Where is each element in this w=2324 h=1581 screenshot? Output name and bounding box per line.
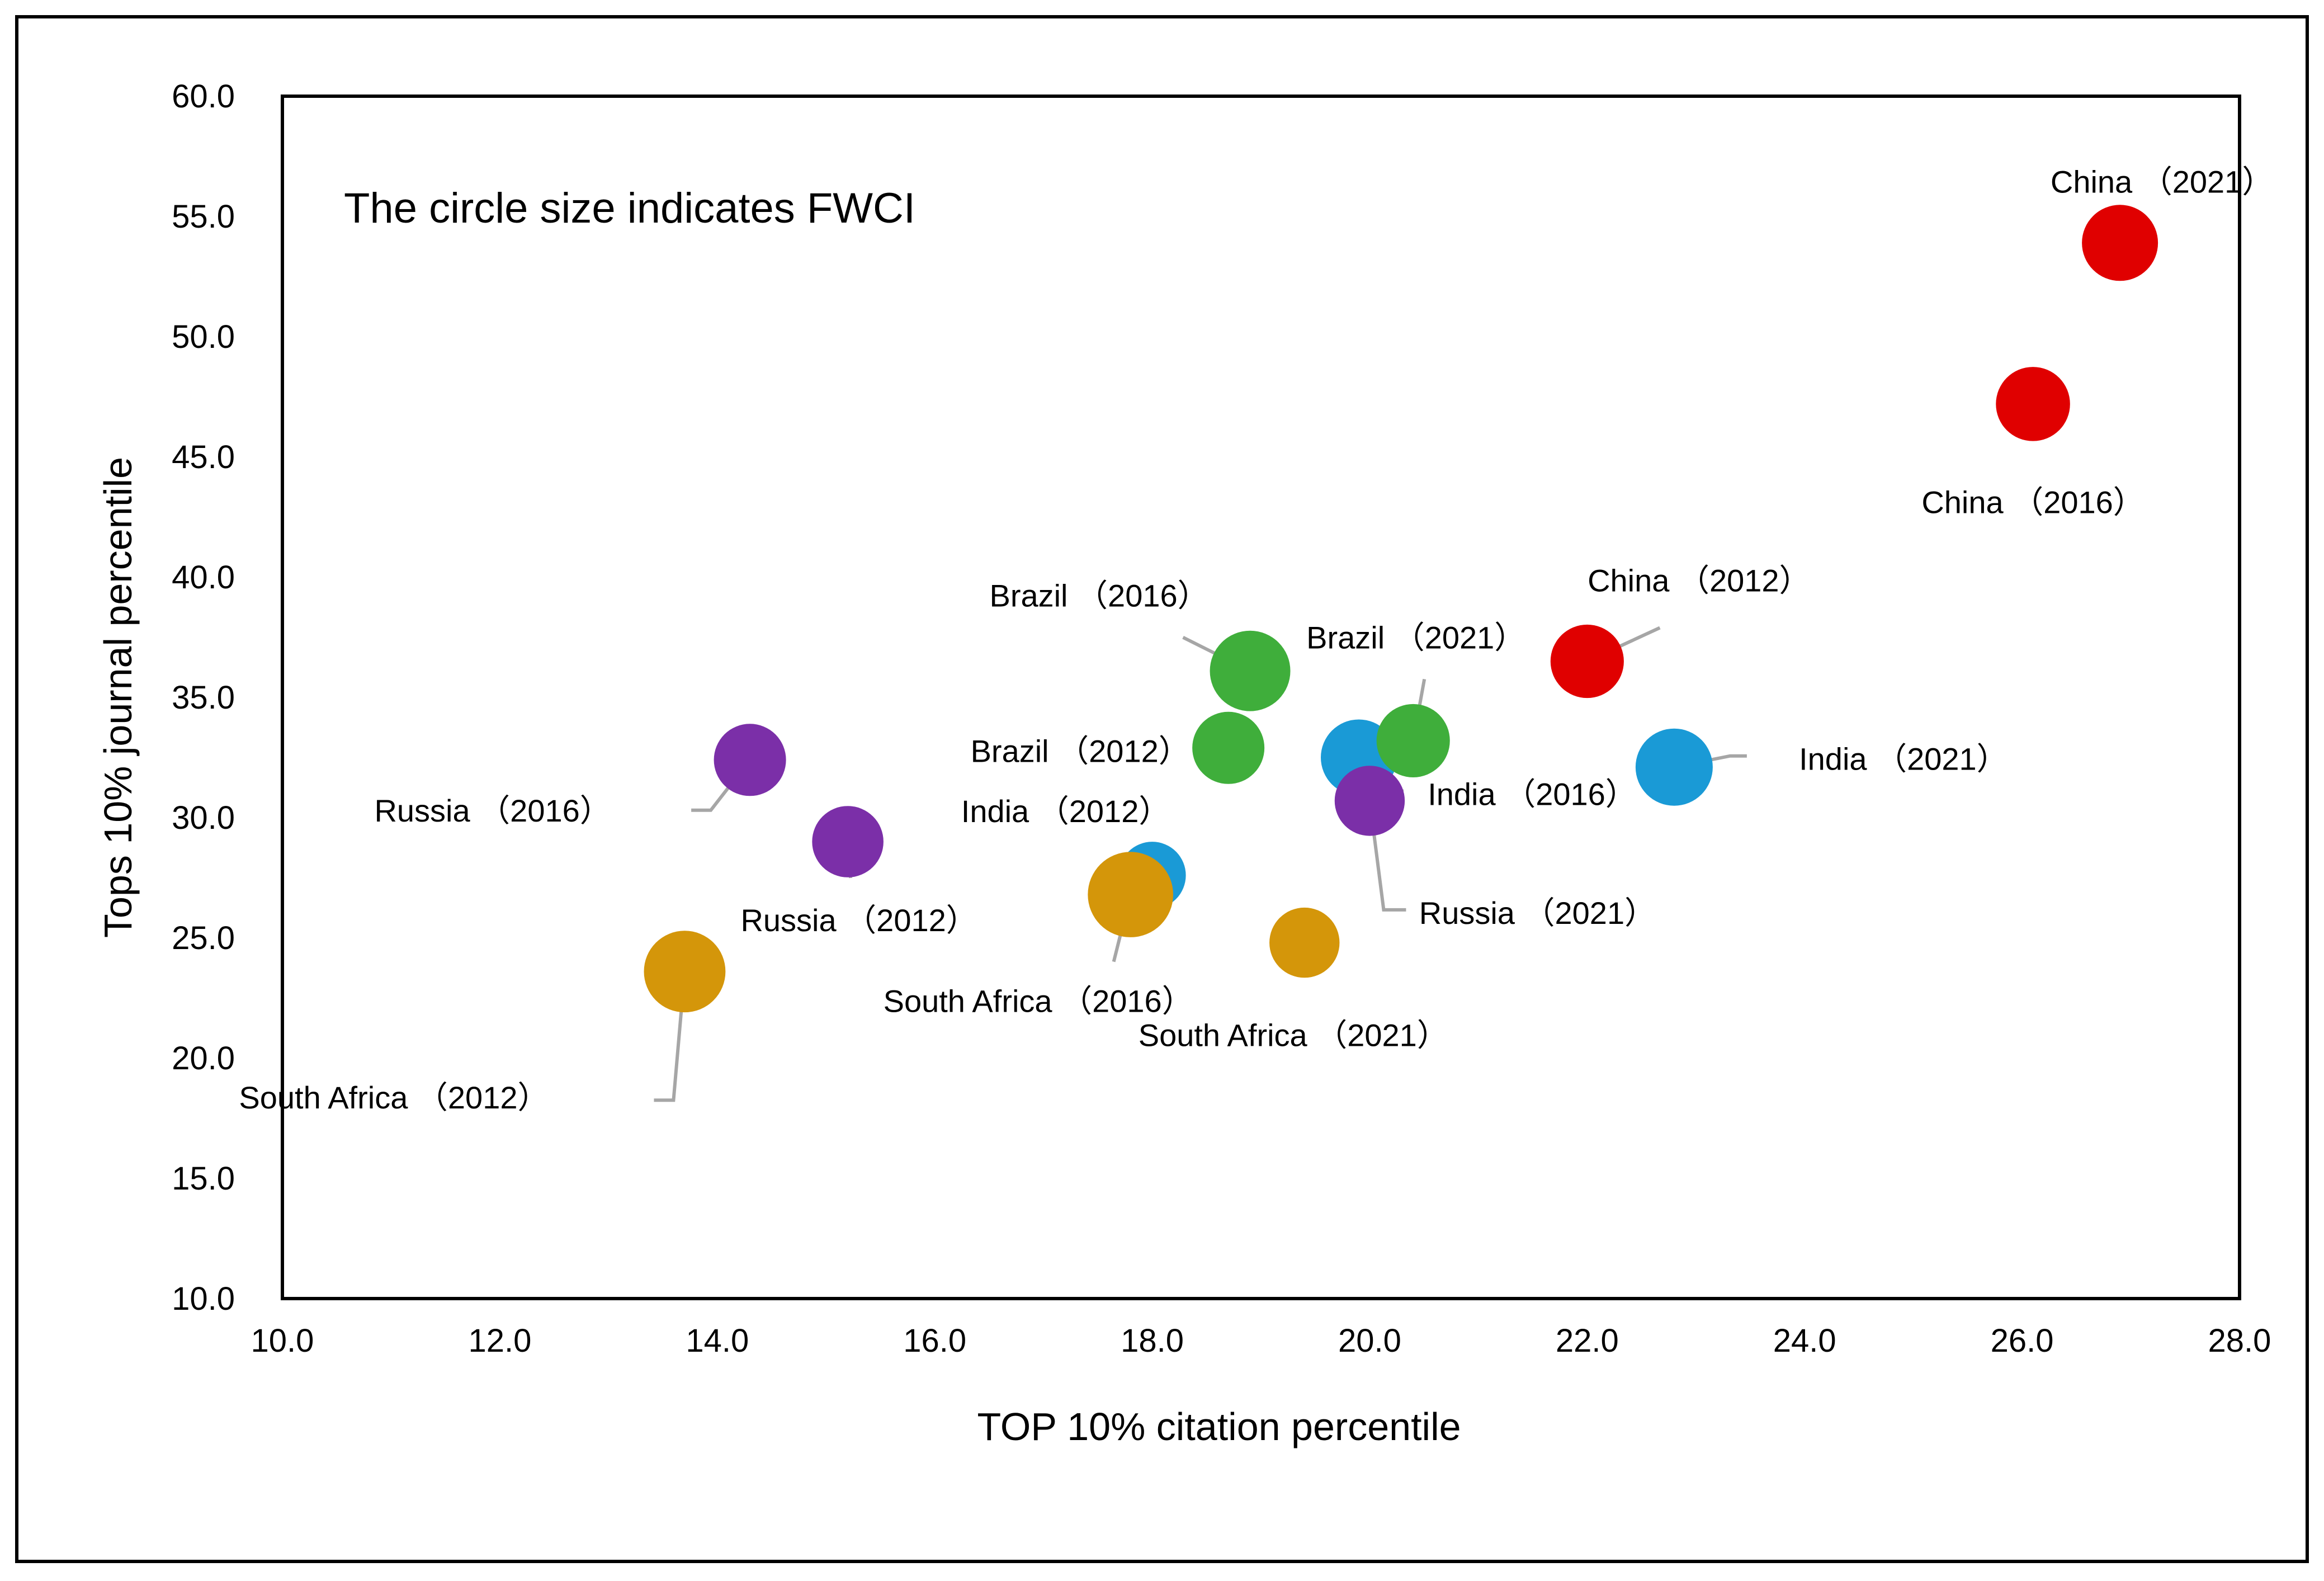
bubble-russia-2016[interactable] (714, 724, 786, 796)
point-label-layer: China （2012） China （2016） China （2021） Indi… (239, 164, 2273, 1115)
x-tick-label: 16.0 (903, 1323, 966, 1359)
leader-line-south-africa-2012 (654, 971, 687, 1102)
x-tick-label: 28.0 (2208, 1323, 2271, 1359)
plot-area (281, 95, 2241, 1300)
point-label-india-2021: India （2021） (1799, 742, 2008, 777)
bubble-south-africa-2016[interactable] (1088, 852, 1173, 937)
x-tick-label: 24.0 (1773, 1323, 1836, 1359)
bubble-south-africa-2012[interactable] (644, 931, 726, 1013)
point-label-russia-2012: Russia （2012） (740, 903, 977, 938)
fwci-size-note: The circle size indicates FWCI (344, 185, 915, 232)
point-label-south-africa-2016: South Africa （2016） (884, 984, 1193, 1019)
bubble-russia-2012[interactable] (812, 806, 884, 877)
point-label-russia-2016: Russia （2016） (374, 793, 611, 828)
y-tick-label: 40.0 (172, 559, 235, 596)
y-tick-label: 10.0 (172, 1281, 235, 1317)
bubble-brazil-2016[interactable] (1210, 630, 1291, 711)
bubble-china-2016[interactable] (1996, 367, 2070, 441)
point-label-brazil-2016: Brazil （2016） (989, 578, 1208, 613)
bubble-south-africa-2021[interactable] (1269, 907, 1340, 978)
y-tick-label: 50.0 (172, 319, 235, 355)
bubble-brazil-2012[interactable] (1192, 711, 1265, 784)
bubble-india-2021[interactable] (1635, 728, 1713, 806)
y-tick-label: 30.0 (172, 800, 235, 836)
x-axis-ticks: 10.0 12.0 14.0 16.0 18.0 20.0 22.0 24.0 26.0 28.0 (251, 1323, 2271, 1359)
x-tick-label: 20.0 (1338, 1323, 1401, 1359)
x-tick-label: 18.0 (1121, 1323, 1184, 1359)
point-label-china-2016: China （2016） (1921, 484, 2144, 520)
bubble-russia-2021[interactable] (1334, 766, 1405, 836)
x-axis-title: TOP 10% citation percentile (977, 1405, 1461, 1448)
point-label-china-2021: China （2021） (2051, 164, 2273, 199)
x-tick-label: 14.0 (686, 1323, 749, 1359)
y-tick-label: 35.0 (172, 679, 235, 716)
y-tick-label: 25.0 (172, 920, 235, 956)
y-tick-label: 20.0 (172, 1040, 235, 1077)
y-tick-label: 60.0 (172, 78, 235, 115)
point-label-india-2012: India （2012） (961, 794, 1170, 829)
x-tick-label: 12.0 (468, 1323, 531, 1359)
bubble-layer (644, 205, 2158, 1013)
bubble-china-2021[interactable] (2082, 205, 2158, 281)
y-axis-ticks: 10.0 15.0 20.0 25.0 30.0 35.0 40.0 45.0 50.0 55.0… (172, 78, 235, 1317)
x-tick-label: 10.0 (251, 1323, 314, 1359)
point-label-brazil-2012: Brazil （2012） (971, 733, 1190, 768)
point-label-south-africa-2012: South Africa （2012） (239, 1080, 549, 1115)
y-axis-title: Tops 10% journal percentile (96, 457, 140, 938)
point-label-russia-2021: Russia （2021） (1419, 895, 1656, 931)
outer-frame (15, 15, 2309, 1563)
y-tick-label: 15.0 (172, 1160, 235, 1197)
point-label-india-2016: India （2016） (1428, 777, 1637, 812)
point-label-brazil-2021: Brazil （2021） (1306, 620, 1525, 655)
x-tick-label: 22.0 (1556, 1323, 1619, 1359)
x-tick-label: 26.0 (1991, 1323, 2054, 1359)
bubble-china-2012[interactable] (1550, 624, 1624, 699)
y-tick-label: 45.0 (172, 439, 235, 475)
leader-line-russia-2021 (1368, 800, 1406, 912)
point-label-south-africa-2021: South Africa （2021） (1139, 1018, 1448, 1053)
bubble-brazil-2021[interactable] (1376, 704, 1450, 777)
point-label-china-2012: China （2012） (1588, 563, 1810, 598)
y-tick-label: 55.0 (172, 199, 235, 235)
